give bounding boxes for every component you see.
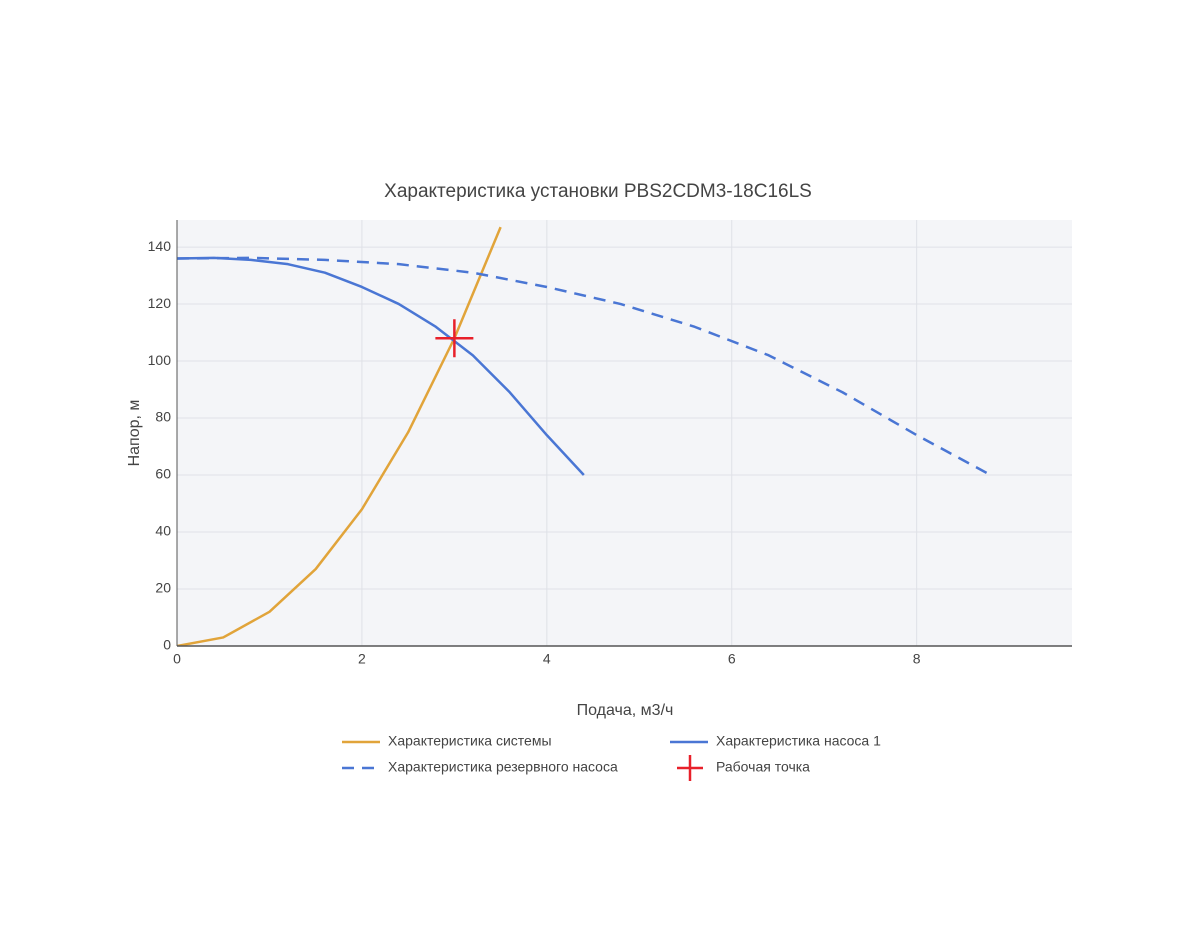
y-tick-label: 0 (163, 637, 171, 653)
y-axis-title: Напор, м (126, 400, 143, 467)
x-tick-label: 8 (913, 651, 921, 667)
x-tick-label: 2 (358, 651, 366, 667)
y-tick-label: 20 (155, 580, 171, 596)
series-line (177, 226, 502, 646)
x-tick-label: 4 (543, 651, 551, 667)
y-tick-label: 40 (155, 523, 171, 539)
plot-area (177, 220, 1072, 646)
y-tick-label: 100 (148, 352, 172, 368)
y-tick-label: 120 (148, 295, 172, 311)
series-line (177, 256, 585, 476)
series-line (177, 256, 992, 477)
working-point (435, 319, 474, 358)
x-tick-label: 6 (728, 651, 736, 667)
legend-label: Рабочая точка (716, 759, 810, 775)
legend-label: Характеристика резервного насоса (388, 759, 618, 775)
legend-label: Характеристика насоса 1 (716, 733, 881, 749)
y-tick-label: 140 (148, 238, 172, 254)
legend: Характеристика системы Характеристика нас… (342, 733, 881, 781)
x-axis-title: Подача, м3/ч (577, 702, 674, 719)
y-tick-label: 80 (155, 409, 171, 425)
chart-title: Характеристика установки PBS2CDM3-18C16L… (384, 181, 812, 202)
x-tick-label: 0 (173, 651, 181, 667)
y-tick-label: 60 (155, 466, 171, 482)
series-layer (177, 226, 992, 646)
legend-label: Характеристика системы (388, 733, 552, 749)
